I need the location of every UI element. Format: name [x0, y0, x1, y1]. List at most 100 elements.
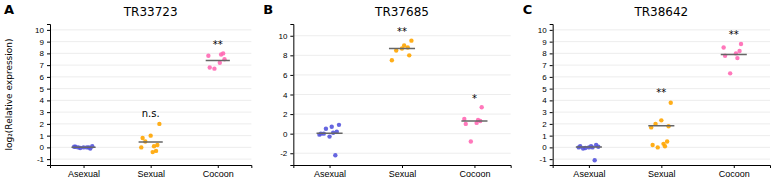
- panel-label: B: [263, 2, 273, 17]
- tick-mark: [151, 165, 152, 168]
- tick-label: 3: [40, 108, 45, 117]
- y-axis-title: log₂(Relative expression): [4, 38, 14, 150]
- x-tick: Asexual: [573, 165, 605, 179]
- median-line: [576, 146, 602, 148]
- tick-label: Cocoon: [459, 169, 490, 179]
- annotation: *: [472, 93, 477, 104]
- point: [409, 38, 413, 42]
- tick-label: 1: [40, 132, 45, 141]
- medians: [71, 60, 229, 147]
- y-tick: 6: [40, 73, 50, 82]
- point: [669, 101, 673, 105]
- y-tick: 8: [40, 49, 50, 58]
- median-line: [461, 120, 487, 122]
- tick-mark: [550, 159, 553, 160]
- tick-label: 4: [283, 91, 288, 100]
- median-line: [721, 54, 747, 56]
- point: [665, 139, 669, 143]
- x-tick: Sexual: [648, 165, 676, 179]
- x-tick: Cocoon: [459, 165, 490, 179]
- tick-mark: [589, 165, 590, 168]
- point: [721, 45, 725, 49]
- grid-line: [50, 123, 251, 124]
- x-tick: Asexual: [68, 165, 100, 179]
- tick-mark: [290, 134, 293, 135]
- tick-label: -1: [37, 155, 45, 164]
- y-tick: 2: [40, 120, 50, 129]
- y-tick: 3: [40, 108, 50, 117]
- y-tick: 10: [278, 32, 293, 41]
- x-tick: Cocoon: [203, 165, 234, 179]
- tick-mark: [550, 77, 553, 78]
- point: [402, 43, 406, 47]
- median-line: [71, 146, 95, 148]
- tick-mark: [550, 89, 553, 90]
- tick-label: 10: [35, 26, 44, 35]
- grid-line: [293, 55, 510, 56]
- y-tick: 5: [542, 85, 552, 94]
- tick-mark: [290, 114, 293, 115]
- point: [735, 56, 739, 60]
- point: [219, 52, 223, 56]
- group-points: [577, 143, 601, 163]
- tick-mark: [47, 30, 50, 31]
- tick-label: 7: [40, 61, 45, 70]
- grid-line: [293, 94, 510, 95]
- tick-label: Cocoon: [203, 169, 234, 179]
- tick-label: 9: [542, 38, 547, 47]
- grid-line: [293, 74, 510, 75]
- annotation: **: [656, 87, 666, 98]
- grid-line: [553, 100, 770, 101]
- group-points: [462, 105, 484, 144]
- point: [212, 66, 216, 70]
- axis-line: [290, 25, 294, 166]
- tick-mark: [290, 75, 293, 76]
- medians: [576, 55, 747, 147]
- group-points: [317, 123, 341, 158]
- tick-label: 7: [542, 61, 547, 70]
- tick-label: 8: [542, 49, 547, 58]
- y-tick: 0: [40, 143, 50, 152]
- y-axis: -20246810: [278, 25, 293, 166]
- grid-line: [50, 159, 251, 160]
- point: [407, 53, 411, 57]
- point: [663, 144, 667, 148]
- tick-mark: [47, 53, 50, 54]
- point: [208, 65, 212, 69]
- tick-mark: [550, 112, 553, 113]
- tick-mark: [734, 165, 735, 168]
- grid-line: [293, 153, 510, 154]
- group-points: [721, 42, 743, 76]
- grid: [50, 30, 251, 159]
- point: [150, 150, 154, 154]
- medians: [317, 48, 488, 133]
- y-tick: 4: [40, 96, 50, 105]
- y-tick: 5: [40, 85, 50, 94]
- group-points: [390, 38, 414, 62]
- y-tick: 4: [283, 91, 293, 100]
- panel: -20246810AsexualSexualCocoon***TR37685: [278, 5, 511, 179]
- grid-line: [293, 114, 510, 115]
- median-line: [317, 132, 343, 134]
- panel-label: C: [523, 2, 533, 17]
- y-axis: -1012345678910: [35, 25, 50, 166]
- y-tick: 6: [283, 71, 293, 80]
- tick-mark: [550, 30, 553, 31]
- point: [152, 144, 156, 148]
- point: [148, 133, 152, 137]
- tick-mark: [47, 89, 50, 90]
- tick-label: 10: [278, 32, 287, 41]
- tick-mark: [47, 159, 50, 160]
- tick-mark: [474, 165, 475, 168]
- y-tick: -2: [280, 149, 293, 158]
- point: [390, 58, 394, 62]
- tick-label: 4: [542, 96, 547, 105]
- grid-line: [553, 159, 770, 160]
- x-axis: AsexualSexualCocoon: [51, 165, 252, 179]
- median-line: [389, 48, 415, 50]
- tick-label: -1: [540, 155, 548, 164]
- point: [739, 42, 743, 46]
- title: TR33723: [123, 5, 178, 19]
- y-tick: 4: [542, 96, 552, 105]
- y-tick: 7: [542, 61, 552, 70]
